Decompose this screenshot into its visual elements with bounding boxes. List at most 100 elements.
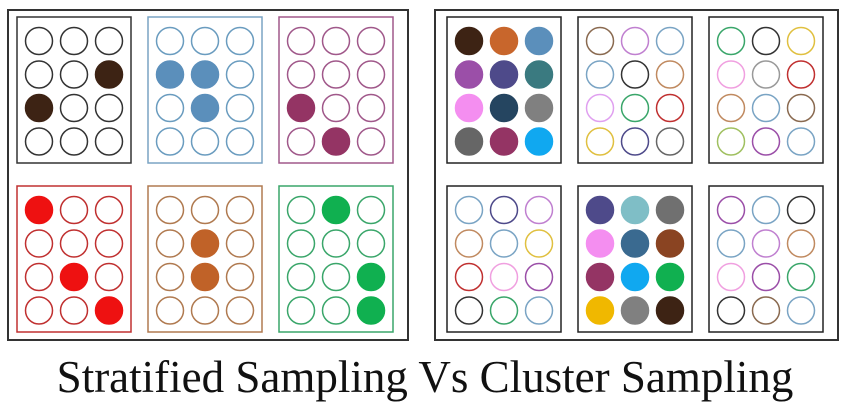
sample-circle: [59, 262, 89, 292]
sample-circle: [655, 26, 685, 56]
group-box: [446, 16, 562, 164]
sample-circle: [524, 229, 554, 258]
sample-circle: [786, 93, 816, 123]
sample-circle: [94, 229, 124, 258]
sample-circle: [751, 26, 781, 56]
sample-circle: [786, 195, 816, 225]
sample-circle: [489, 26, 519, 56]
sample-circle: [454, 93, 484, 123]
sample-circle: [585, 229, 615, 258]
sample-circle: [225, 296, 255, 325]
sample-circle: [356, 93, 386, 123]
sample-circle: [155, 60, 185, 89]
sample-circle: [94, 93, 124, 123]
sample-circle: [24, 93, 54, 123]
sample-circle: [321, 93, 351, 123]
sample-circle: [356, 195, 386, 225]
sample-circle: [356, 296, 386, 325]
group-box: [708, 185, 824, 333]
sample-circle: [716, 229, 746, 258]
sample-circle: [454, 195, 484, 225]
sample-circle: [59, 229, 89, 258]
sample-circle: [751, 127, 781, 156]
sample-circle: [786, 296, 816, 325]
sample-circle: [225, 195, 255, 225]
sample-circle: [655, 93, 685, 123]
group-box: [278, 16, 394, 164]
sample-circle: [620, 127, 650, 156]
sample-circle: [751, 229, 781, 258]
sample-circle: [751, 93, 781, 123]
sample-circle: [786, 60, 816, 89]
sample-circle: [716, 296, 746, 325]
sample-circle: [321, 60, 351, 89]
sample-circle: [751, 262, 781, 292]
sample-circle: [24, 296, 54, 325]
group-box: [278, 185, 394, 333]
sample-circle: [190, 93, 220, 123]
sample-circle: [655, 60, 685, 89]
sample-circle: [454, 262, 484, 292]
sample-circle: [24, 127, 54, 156]
sample-circle: [489, 60, 519, 89]
sample-circle: [155, 229, 185, 258]
sample-circle: [716, 262, 746, 292]
sample-circle: [59, 127, 89, 156]
sample-circle: [225, 229, 255, 258]
sample-circle: [24, 60, 54, 89]
sample-circle: [24, 262, 54, 292]
sample-circle: [620, 262, 650, 292]
sample-circle: [59, 195, 89, 225]
groups: [16, 16, 824, 333]
sample-circle: [94, 127, 124, 156]
sample-circle: [655, 296, 685, 325]
sample-circle: [59, 93, 89, 123]
sample-circle: [190, 60, 220, 89]
sample-circle: [321, 296, 351, 325]
sample-circle: [620, 60, 650, 89]
stratified-panel: [7, 9, 409, 341]
sample-circle: [716, 127, 746, 156]
sample-circle: [155, 93, 185, 123]
sample-circle: [751, 296, 781, 325]
sample-circle: [585, 60, 615, 89]
group-box: [446, 185, 562, 333]
group-box: [147, 16, 263, 164]
sample-circle: [94, 296, 124, 325]
sample-circle: [786, 262, 816, 292]
sample-circle: [524, 26, 554, 56]
sample-circle: [225, 60, 255, 89]
sample-circle: [94, 60, 124, 89]
sample-circle: [286, 60, 316, 89]
sample-circle: [286, 26, 316, 56]
sample-circle: [454, 60, 484, 89]
sample-circle: [489, 93, 519, 123]
group-box: [16, 16, 132, 164]
sample-circle: [155, 26, 185, 56]
sample-circle: [321, 127, 351, 156]
sample-circle: [751, 195, 781, 225]
sample-circle: [489, 195, 519, 225]
sample-circle: [454, 229, 484, 258]
sample-circle: [190, 296, 220, 325]
sample-circle: [321, 229, 351, 258]
cluster-panel: [434, 9, 839, 341]
sample-circle: [585, 93, 615, 123]
sample-circle: [786, 229, 816, 258]
sample-circle: [286, 93, 316, 123]
sample-circle: [94, 195, 124, 225]
sample-circle: [585, 26, 615, 56]
sample-circle: [356, 60, 386, 89]
group-box: [147, 185, 263, 333]
sample-circle: [786, 26, 816, 56]
sample-circle: [59, 296, 89, 325]
sample-circle: [655, 262, 685, 292]
sample-circle: [524, 60, 554, 89]
sample-circle: [454, 296, 484, 325]
sample-circle: [454, 26, 484, 56]
sample-circle: [286, 127, 316, 156]
sample-circle: [524, 296, 554, 325]
sample-circle: [489, 296, 519, 325]
sample-circle: [286, 229, 316, 258]
sample-circle: [24, 26, 54, 56]
